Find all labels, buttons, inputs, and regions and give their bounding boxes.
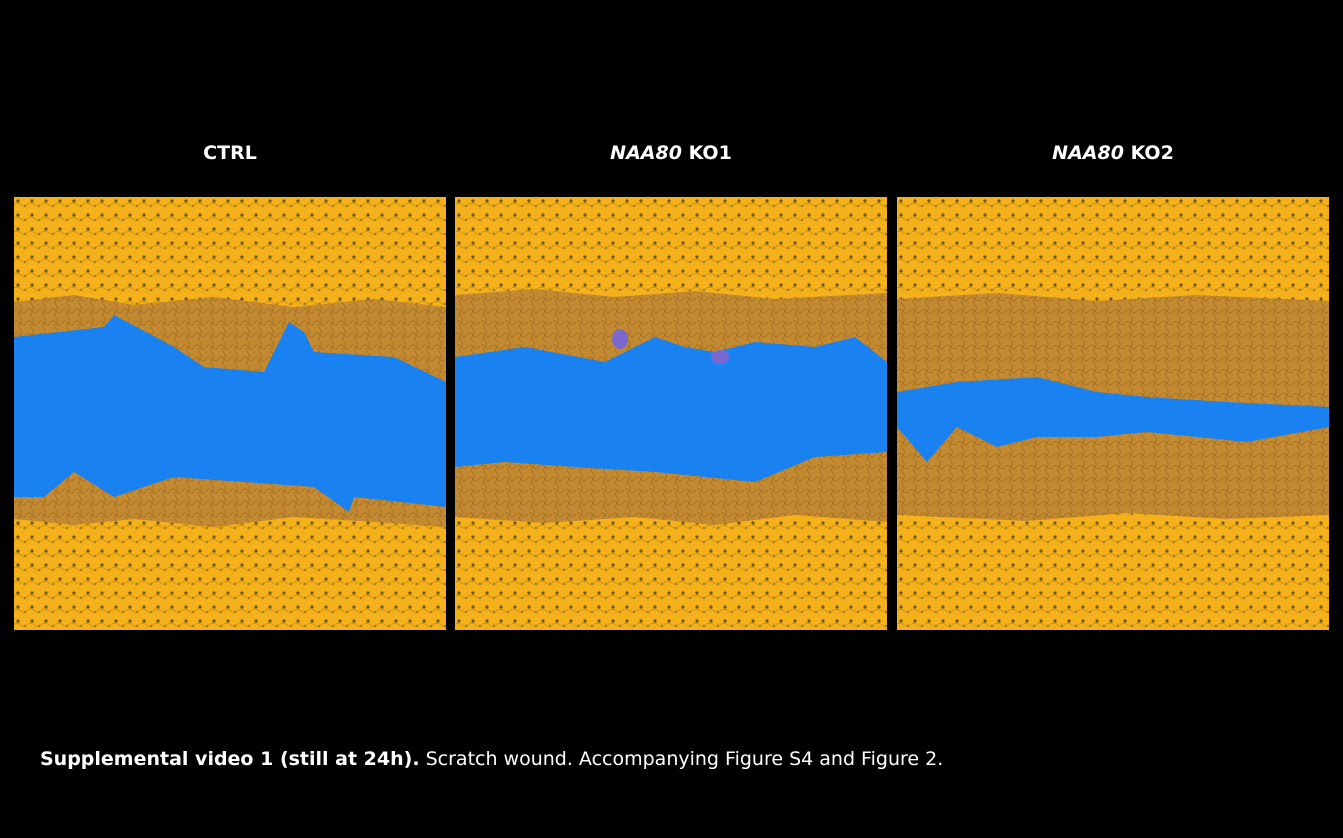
panel-label: KO2 <box>1130 142 1174 164</box>
panel-title: CTRL <box>14 142 446 164</box>
micrograph <box>455 197 887 630</box>
caption-text: Scratch wound. Accompanying Figure S4 an… <box>425 748 944 770</box>
panel-title-text: CTRL <box>203 142 257 164</box>
panel-title: NAA80 KO2 <box>897 142 1329 164</box>
micrograph <box>897 197 1329 630</box>
caption-bold: Supplemental video 1 (still at 24h). <box>40 748 420 770</box>
micrograph <box>14 197 446 630</box>
panel-title: NAA80 KO1 <box>455 142 887 164</box>
gene-name: NAA80 <box>610 142 682 164</box>
caption: Supplemental video 1 (still at 24h). Scr… <box>40 748 943 770</box>
gene-name: NAA80 <box>1052 142 1124 164</box>
panel-label: KO1 <box>688 142 732 164</box>
